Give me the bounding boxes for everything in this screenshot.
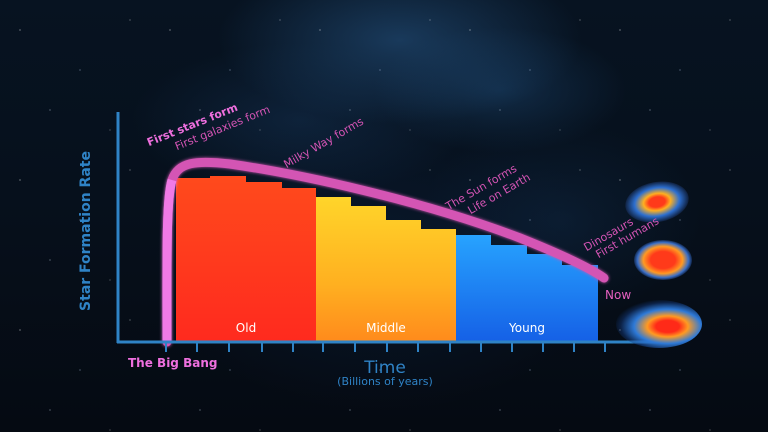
era-label-old: Old	[235, 321, 257, 335]
bar-group-middle	[316, 197, 456, 342]
y-axis-label: Star Formation Rate	[78, 151, 94, 311]
bar-group-old	[176, 176, 316, 342]
axes	[116, 112, 658, 352]
now-label: Now	[605, 288, 632, 302]
elliptical-galaxy-icon	[634, 240, 692, 280]
irregular-galaxy-icon	[616, 300, 702, 348]
x-axis-sublabel: (Billions of years)	[337, 375, 433, 388]
era-label-middle: Middle	[366, 321, 406, 335]
bar-group-young	[456, 235, 598, 342]
x-axis-label: Time	[364, 358, 406, 378]
era-label-young: Young	[509, 321, 545, 335]
big-bang-label: The Big Bang	[128, 356, 218, 370]
star-formation-curve	[162, 157, 609, 347]
